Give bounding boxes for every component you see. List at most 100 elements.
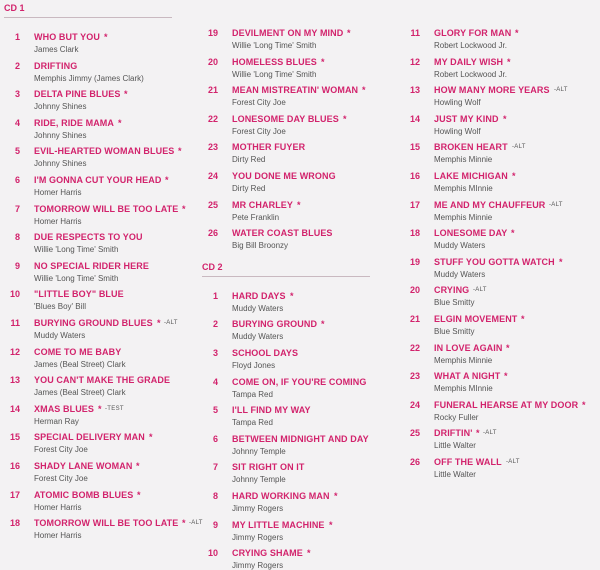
track-title: DRIFTIN'	[434, 428, 473, 439]
track-artist: Muddy Waters	[434, 269, 486, 279]
track-title: ATOMIC BOMB BLUES	[34, 489, 134, 500]
track-number: 8	[212, 491, 218, 501]
track-number: 9	[212, 519, 218, 530]
track-number: 23	[409, 371, 420, 382]
track-artist: Robert Lockwood Jr.	[434, 69, 507, 79]
track-title: OFF THE WALL	[434, 457, 502, 467]
track-number: 14	[9, 403, 20, 414]
track-artist: Forest City Joe	[232, 126, 286, 136]
track-number: 7	[212, 462, 218, 473]
track-artist: Johnny Temple	[232, 475, 286, 485]
track-title: HOMELESS BLUES	[232, 56, 317, 67]
track-number: 10	[207, 548, 218, 559]
track-title: HARD DAYS	[232, 290, 286, 301]
track-artist: Muddy Waters	[34, 331, 86, 340]
track-title: TOMORROW WILL BE TOO LATE	[34, 518, 179, 529]
track-title: I'M GONNA CUT YOUR HEAD	[34, 175, 162, 185]
track-title: COME ON, IF YOU'RE COMING	[232, 376, 367, 387]
track-number: 15	[409, 142, 420, 153]
track-mark: *	[98, 403, 102, 414]
track-note: -ALT	[189, 520, 203, 527]
track-number: 21	[207, 85, 218, 96]
track-artist: Memphis MInnie	[434, 384, 493, 394]
track-mark: *	[476, 428, 480, 439]
track-number: 2	[14, 60, 20, 71]
track-number: 19	[409, 256, 420, 267]
track-title: JUST MY KIND	[434, 113, 499, 124]
track-number: 21	[409, 314, 420, 324]
track-note: -ALT	[554, 87, 568, 94]
track-mark: *	[165, 175, 169, 185]
track-title: SPECIAL DELIVERY MAN	[34, 432, 145, 443]
track-title: YOU CAN'T MAKE THE GRADE	[34, 375, 171, 386]
track-artist: Muddy Waters	[232, 332, 284, 342]
track-mark: *	[506, 342, 510, 353]
track-artist: James Clark	[34, 45, 79, 54]
track-number: 22	[409, 342, 420, 353]
track-artist: Memphis Minnie	[434, 155, 493, 165]
track-title: FUNERAL HEARSE AT MY DOOR	[434, 399, 579, 410]
track-mark: *	[137, 489, 141, 500]
track-mark: *	[582, 399, 586, 410]
track-artist: Homer Harris	[34, 188, 82, 197]
track-title: BURYING GROUND	[232, 319, 318, 330]
track-title: LONESOME DAY BLUES	[232, 113, 339, 124]
track-artist: James (Beal Street) Clark	[34, 388, 126, 398]
track-number: 3	[14, 89, 20, 100]
track-mark: *	[512, 171, 516, 181]
track-mark: *	[182, 518, 186, 529]
track-artist: Big Bill Broonzy	[232, 241, 289, 251]
track-mark: *	[362, 85, 366, 96]
track-number: 12	[9, 346, 20, 357]
track-mark: *	[104, 32, 108, 42]
track-title: STUFF YOU GOTTA WATCH	[434, 256, 555, 267]
track-title: SHADY LANE WOMAN	[34, 461, 133, 471]
track-artist: Forest City Joe	[232, 98, 286, 108]
track-title: MY DAILY WISH	[434, 56, 504, 67]
track-artist: Jimmy Rogers	[232, 561, 284, 570]
track-artist: Johnny Temple	[232, 446, 286, 456]
track-number: 26	[409, 457, 420, 467]
track-mark: *	[343, 113, 347, 124]
track-mark: *	[503, 113, 507, 124]
track-title: MEAN MISTREATIN' WOMAN	[232, 85, 359, 96]
track-title: XMAS BLUES	[34, 403, 95, 414]
track-number: 18	[9, 518, 20, 529]
track-title: NO SPECIAL RIDER HERE	[34, 260, 149, 271]
track-mark: *	[182, 203, 186, 214]
section-heading: CD 1	[4, 3, 25, 13]
track-number: 25	[409, 428, 420, 439]
track-title: SCHOOL DAYS	[232, 348, 299, 358]
track-artist: Herman Ray	[34, 416, 79, 426]
track-number: 19	[207, 28, 218, 38]
track-number: 14	[409, 113, 420, 124]
track-mark: *	[334, 491, 338, 501]
track-number: 24	[409, 399, 420, 410]
track-title: COME TO ME BABY	[34, 346, 122, 357]
track-title: "LITTLE BOY" BLUE	[34, 289, 124, 300]
track-title: TOMORROW WILL BE TOO LATE	[34, 203, 179, 214]
track-title: IN LOVE AGAIN	[434, 342, 503, 353]
section-rule	[4, 17, 172, 18]
track-title: ME AND MY CHAUFFEUR	[434, 199, 546, 210]
track-number: 8	[14, 232, 20, 243]
track-mark: *	[507, 56, 511, 67]
track-artist: Floyd Jones	[232, 361, 276, 370]
track-artist: Muddy Waters	[232, 303, 284, 313]
track-title: RIDE, RIDE MAMA	[34, 117, 114, 128]
track-note: -ALT	[483, 430, 497, 437]
track-number: 17	[9, 489, 20, 500]
track-number: 25	[207, 199, 218, 210]
track-artist: Willie 'Long Time' Smith	[34, 245, 119, 255]
track-number: 2	[212, 319, 218, 330]
track-mark: *	[149, 432, 153, 443]
track-artist: Blue Smitty	[434, 327, 475, 336]
track-title: WHAT A NIGHT	[434, 371, 501, 382]
track-number: 7	[14, 203, 20, 214]
track-mark: *	[136, 461, 140, 471]
track-number: 26	[207, 228, 218, 239]
track-title: YOU DONE ME WRONG	[232, 171, 336, 181]
track-number: 11	[410, 28, 420, 38]
track-mark: *	[124, 89, 128, 100]
track-number: 20	[409, 285, 420, 296]
